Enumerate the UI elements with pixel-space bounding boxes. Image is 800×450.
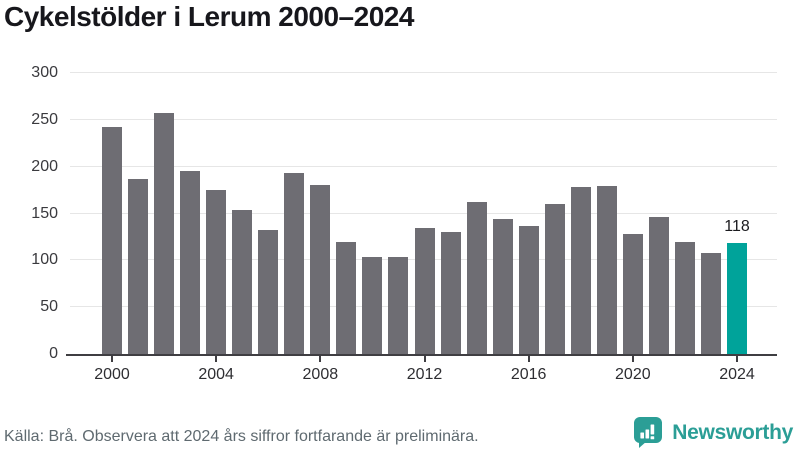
y-tick-label-200: 200 bbox=[31, 157, 58, 175]
y-tick-label-300: 300 bbox=[31, 64, 58, 81]
bar-2002 bbox=[154, 113, 175, 354]
bar-2003 bbox=[180, 171, 201, 354]
bar-2017 bbox=[544, 204, 565, 354]
bar-2006 bbox=[258, 230, 279, 354]
bar-2011 bbox=[388, 256, 409, 354]
bar-2020 bbox=[622, 234, 643, 354]
bar-2012 bbox=[414, 227, 435, 354]
bar-2019 bbox=[596, 186, 617, 354]
x-tick-2004 bbox=[215, 356, 218, 362]
x-tick-2000 bbox=[111, 356, 113, 362]
bar-2015 bbox=[492, 219, 513, 354]
bar-2016 bbox=[518, 225, 539, 354]
y-tick-label-0: 0 bbox=[49, 345, 58, 362]
bar-2008 bbox=[310, 185, 331, 354]
bars: 118 bbox=[70, 60, 777, 356]
bar-2022 bbox=[674, 241, 695, 354]
bar-2000 bbox=[102, 127, 122, 354]
newsworthy-logo-icon bbox=[634, 417, 663, 448]
x-tick-label-2004: 2004 bbox=[198, 366, 234, 383]
bar-2023 bbox=[700, 252, 721, 354]
x-tick-label-2012: 2012 bbox=[406, 366, 443, 383]
x-tick-label-2024: 2024 bbox=[719, 366, 755, 383]
x-tick-2008 bbox=[319, 356, 322, 362]
x-tick-label-2020: 2020 bbox=[615, 366, 651, 383]
bar-2021 bbox=[648, 217, 669, 354]
x-tick-label-2000: 2000 bbox=[94, 366, 130, 383]
x-tick-label-2016: 2016 bbox=[510, 366, 547, 383]
newsworthy-logo-text: Newsworthy bbox=[672, 420, 793, 444]
newsworthy-logo: Newsworthy bbox=[634, 417, 793, 448]
bar-2010 bbox=[362, 256, 383, 354]
bar-2013 bbox=[440, 232, 461, 354]
gridline-200 bbox=[70, 165, 777, 167]
bar-2007 bbox=[284, 173, 305, 354]
x-tick-2016 bbox=[527, 356, 530, 362]
bar-2005 bbox=[232, 209, 253, 354]
highlight-value-label: 118 bbox=[724, 218, 750, 236]
bar-2014 bbox=[466, 202, 487, 354]
source-note: Källa: Brå. Observera att 2024 års siffr… bbox=[4, 428, 479, 445]
chart-title: Cykelstölder i Lerum 2000–2024 bbox=[4, 1, 414, 32]
bar-2009 bbox=[336, 241, 357, 354]
y-axis-labels: 0 50 100 150 200 250 300 bbox=[8, 60, 62, 362]
y-tick-label-50: 50 bbox=[40, 298, 58, 316]
x-tick-2012 bbox=[423, 356, 426, 362]
bar-2024 bbox=[727, 243, 747, 354]
y-tick-label-250: 250 bbox=[31, 110, 58, 128]
x-tick-2024 bbox=[736, 356, 738, 362]
bar-2018 bbox=[570, 187, 591, 354]
gridline-250 bbox=[70, 118, 777, 120]
y-tick-label-150: 150 bbox=[31, 204, 58, 222]
bar-2004 bbox=[206, 190, 227, 354]
y-tick-label-100: 100 bbox=[31, 251, 58, 269]
plot-area: 118 2000 2004 2008 2012 2016 2020 2024 bbox=[66, 60, 777, 383]
x-tick-label-2008: 2008 bbox=[302, 366, 339, 383]
gridline-150 bbox=[70, 212, 777, 214]
x-tick-2020 bbox=[631, 356, 634, 362]
bar-2001 bbox=[128, 178, 149, 354]
x-axis-line bbox=[66, 354, 777, 356]
gridline-300 bbox=[70, 72, 777, 73]
